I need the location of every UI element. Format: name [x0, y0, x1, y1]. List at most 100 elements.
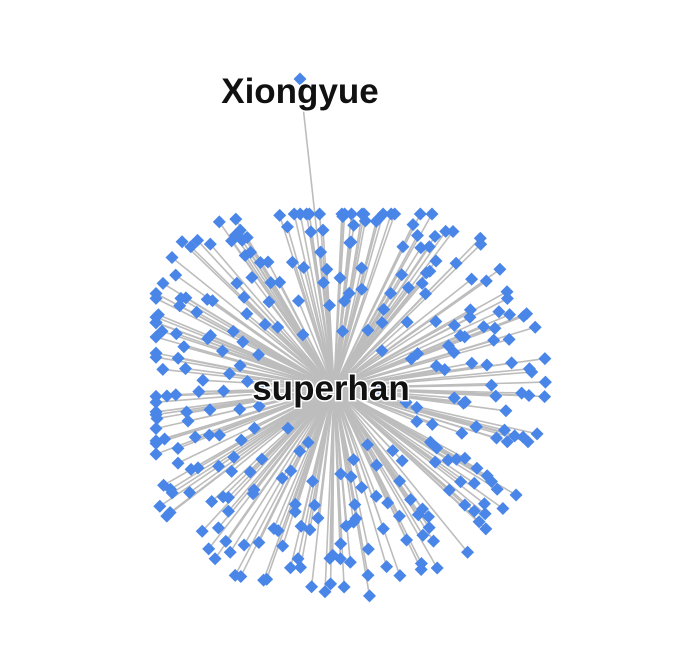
leaf-node[interactable]: [149, 447, 163, 461]
leaf-node[interactable]: [181, 414, 195, 428]
leaf-node[interactable]: [230, 276, 244, 290]
leaf-node[interactable]: [171, 456, 185, 470]
leaf-node[interactable]: [414, 563, 428, 576]
leaf-node[interactable]: [212, 459, 226, 473]
leaf-node[interactable]: [271, 524, 285, 538]
outlier-node[interactable]: [293, 72, 307, 86]
leaf-node[interactable]: [203, 403, 217, 417]
leaf-node[interactable]: [320, 262, 334, 276]
leaf-node[interactable]: [355, 282, 369, 296]
leaf-node[interactable]: [479, 274, 493, 288]
leaf-node[interactable]: [438, 363, 452, 377]
leaf-node[interactable]: [297, 261, 311, 274]
leaf-node[interactable]: [467, 504, 481, 518]
leaf-node[interactable]: [442, 483, 456, 497]
leaf-node[interactable]: [473, 231, 487, 245]
leaf-node[interactable]: [411, 508, 425, 522]
leaf-node[interactable]: [252, 536, 266, 549]
leaf-node[interactable]: [240, 375, 254, 388]
leaf-node[interactable]: [275, 471, 289, 485]
leaf-node[interactable]: [216, 490, 230, 504]
leaf-node[interactable]: [311, 511, 325, 525]
leaf-node[interactable]: [404, 493, 418, 507]
leaf-node[interactable]: [502, 332, 516, 346]
leaf-node[interactable]: [223, 545, 237, 559]
leaf-node[interactable]: [288, 505, 302, 519]
leaf-node[interactable]: [441, 453, 455, 467]
leaf-node[interactable]: [449, 256, 463, 270]
leaf-node[interactable]: [336, 324, 350, 338]
leaf-node[interactable]: [413, 207, 427, 221]
leaf-node[interactable]: [293, 444, 307, 458]
leaf-node[interactable]: [160, 509, 174, 523]
leaf-node[interactable]: [490, 482, 504, 496]
leaf-node[interactable]: [393, 569, 407, 583]
leaf-node[interactable]: [195, 524, 209, 538]
leaf-node[interactable]: [292, 294, 305, 308]
leaf-node[interactable]: [361, 542, 375, 556]
leaf-node[interactable]: [410, 401, 424, 414]
leaf-node[interactable]: [149, 408, 163, 422]
leaf-node[interactable]: [288, 497, 302, 511]
leaf-node[interactable]: [487, 333, 501, 347]
leaf-node[interactable]: [179, 362, 192, 376]
leaf-node[interactable]: [422, 240, 436, 254]
leaf-node[interactable]: [236, 335, 250, 349]
leaf-node[interactable]: [233, 359, 247, 373]
leaf-node[interactable]: [369, 489, 383, 503]
leaf-node[interactable]: [447, 391, 461, 405]
leaf-node[interactable]: [285, 255, 299, 269]
leaf-node[interactable]: [361, 568, 375, 582]
leaf-node[interactable]: [244, 245, 258, 259]
leaf-node[interactable]: [355, 261, 369, 275]
leaf-node[interactable]: [149, 291, 163, 305]
leaf-node[interactable]: [522, 389, 536, 402]
leaf-node[interactable]: [165, 251, 179, 264]
leaf-node[interactable]: [396, 240, 410, 254]
leaf-node[interactable]: [323, 298, 336, 312]
leaf-node[interactable]: [271, 320, 285, 334]
leaf-node[interactable]: [334, 537, 348, 551]
leaf-node[interactable]: [370, 458, 383, 472]
leaf-node[interactable]: [217, 384, 231, 398]
leaf-node[interactable]: [406, 218, 420, 232]
leaf-node[interactable]: [234, 570, 248, 583]
leaf-node[interactable]: [428, 229, 442, 243]
leaf-node[interactable]: [423, 264, 437, 278]
leaf-node[interactable]: [458, 330, 472, 344]
leaf-node[interactable]: [463, 310, 477, 324]
leaf-node[interactable]: [342, 286, 356, 300]
leaf-node[interactable]: [246, 487, 260, 501]
leaf-node[interactable]: [400, 315, 414, 329]
leaf-node[interactable]: [439, 224, 453, 238]
leaf-node[interactable]: [177, 340, 191, 354]
leaf-node[interactable]: [538, 390, 552, 404]
leaf-node[interactable]: [234, 433, 248, 447]
leaf-node[interactable]: [153, 499, 167, 513]
leaf-node[interactable]: [252, 399, 266, 413]
leaf-node[interactable]: [477, 320, 491, 334]
leaf-node[interactable]: [169, 268, 183, 282]
leaf-node[interactable]: [344, 470, 358, 484]
leaf-node[interactable]: [400, 533, 414, 547]
leaf-node[interactable]: [499, 404, 513, 418]
leaf-node[interactable]: [361, 323, 375, 337]
leaf-node[interactable]: [257, 573, 271, 587]
leaf-node[interactable]: [175, 235, 189, 249]
leaf-node[interactable]: [264, 276, 278, 290]
leaf-node[interactable]: [243, 465, 257, 479]
leaf-node[interactable]: [489, 389, 503, 403]
leaf-node[interactable]: [196, 373, 210, 387]
leaf-node[interactable]: [347, 453, 361, 467]
leaf-node[interactable]: [202, 428, 216, 442]
leaf-node[interactable]: [233, 223, 247, 237]
leaf-node[interactable]: [262, 295, 276, 309]
leaf-node[interactable]: [458, 498, 472, 512]
leaf-node[interactable]: [160, 389, 174, 403]
leaf-node[interactable]: [447, 346, 461, 359]
leaf-node[interactable]: [276, 539, 290, 553]
leaf-node[interactable]: [374, 383, 388, 397]
leaf-node[interactable]: [521, 435, 535, 449]
leaf-node[interactable]: [528, 320, 542, 334]
leaf-node[interactable]: [284, 464, 298, 478]
